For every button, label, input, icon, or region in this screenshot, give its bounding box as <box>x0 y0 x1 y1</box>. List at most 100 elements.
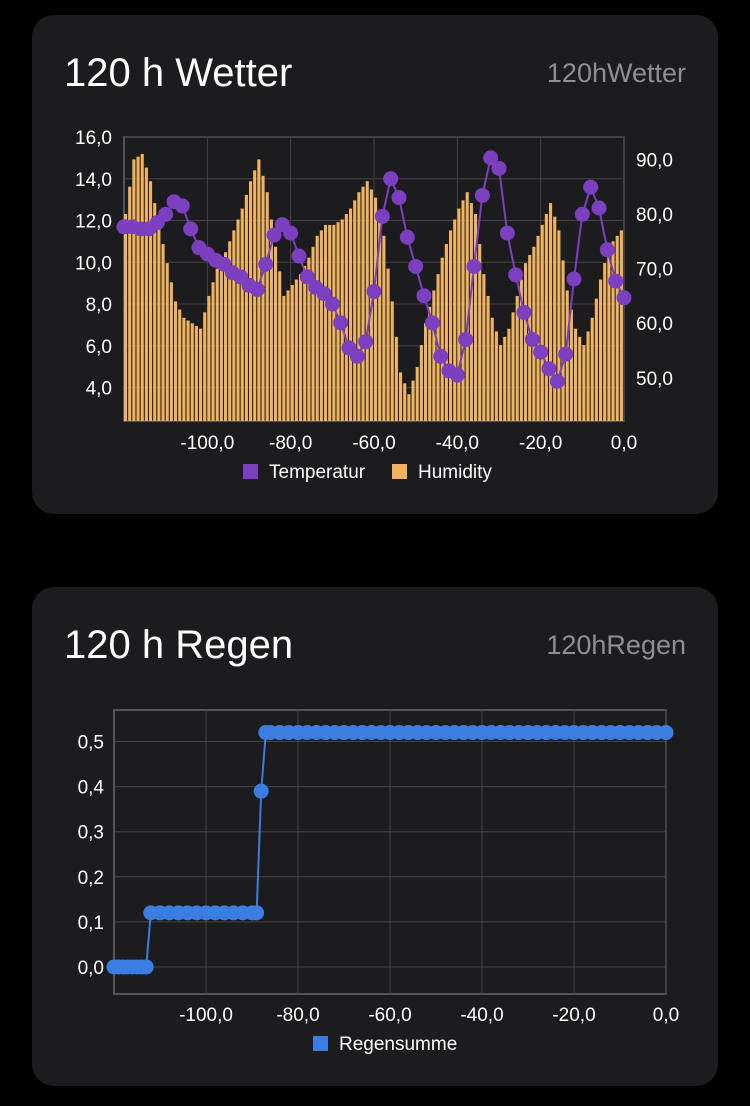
y-left-tick-label: 16,0 <box>75 128 112 149</box>
y-tick-label: 0,1 <box>78 913 104 934</box>
humidity-bar <box>419 345 423 421</box>
humidity-bar <box>490 317 494 421</box>
y-tick-label: 0,4 <box>78 778 105 799</box>
humidity-bar <box>553 216 557 421</box>
y-right-tick-label: 60,0 <box>636 314 673 335</box>
humidity-bar <box>182 317 186 421</box>
humidity-bar <box>474 214 478 421</box>
temperatur-point <box>524 332 540 348</box>
humidity-bar <box>315 235 319 421</box>
humidity-bar <box>378 216 382 421</box>
humidity-bar <box>511 312 515 421</box>
humidity-bar <box>228 241 232 421</box>
temperatur-point <box>408 258 424 274</box>
humidity-bar <box>453 219 457 421</box>
temperatur-point <box>183 221 199 237</box>
humidity-bar <box>540 224 544 421</box>
temperatur-point <box>491 160 507 176</box>
humidity-bar <box>219 260 223 421</box>
humidity-bar <box>349 208 353 421</box>
y-left-tick-label: 10,0 <box>75 253 112 274</box>
humidity-bar <box>619 230 623 421</box>
y-tick-label: 0,2 <box>78 868 104 889</box>
humidity-bar <box>232 230 236 421</box>
humidity-bar <box>499 345 503 421</box>
x-tick-label: -100,0 <box>180 433 234 454</box>
regensumme-point <box>249 905 265 921</box>
temperatur-point <box>383 171 399 187</box>
y-tick-label: 0,3 <box>78 823 104 844</box>
card-subtitle: 120hWetter <box>546 58 686 88</box>
humidity-bar <box>149 181 153 421</box>
y-left-tick-label: 6,0 <box>86 337 112 358</box>
legend-label-humidity: Humidity <box>418 462 492 483</box>
humidity-bar <box>574 328 578 421</box>
y-right-tick-label: 50,0 <box>636 369 673 390</box>
x-tick-label: -40,0 <box>436 433 479 454</box>
temperatur-point <box>391 190 407 206</box>
humidity-bar <box>590 317 594 421</box>
x-tick-label: -60,0 <box>352 433 395 454</box>
humidity-bar <box>486 295 490 421</box>
y-right-tick-label: 70,0 <box>636 260 673 281</box>
card-subtitle: 120hRegen <box>546 630 686 660</box>
y-right-tick-label: 80,0 <box>636 205 673 226</box>
humidity-bar <box>599 279 603 421</box>
temperatur-point <box>366 284 382 300</box>
humidity-bar <box>611 241 615 421</box>
temperatur-point <box>541 361 557 377</box>
humidity-bar <box>503 336 507 421</box>
humidity-bar <box>478 244 482 421</box>
humidity-bar <box>440 257 444 421</box>
legend-label-regensumme: Regensumme <box>339 1034 457 1055</box>
temperatur-point <box>158 206 174 222</box>
temperatur-point <box>283 225 299 241</box>
humidity-bar <box>557 230 561 421</box>
humidity-bar <box>328 224 332 421</box>
temperatur-point <box>474 187 490 203</box>
temperatur-point <box>599 242 615 258</box>
weather-card: 120 h Wetter 120hWetter -100,0 -80,0 -60,0… <box>32 15 718 514</box>
humidity-bar <box>194 325 198 421</box>
humidity-bar <box>561 260 565 421</box>
temperatur-point <box>433 348 449 364</box>
humidity-bar <box>132 159 136 421</box>
weather-chart: -100,0 -80,0 -60,0 -40,0 -20,0 0,0 16,0 14,0 12,… <box>75 128 673 483</box>
temperatur-point <box>549 373 565 389</box>
humidity-bar <box>536 235 540 421</box>
humidity-bar <box>278 271 282 421</box>
humidity-bar <box>482 274 486 421</box>
humidity-bar <box>157 224 161 421</box>
humidity-bar <box>199 328 203 421</box>
temperatur-point <box>249 281 265 297</box>
humidity-bar <box>215 268 219 421</box>
temperatur-point <box>291 248 307 264</box>
x-tick-label: -20,0 <box>519 433 562 454</box>
humidity-bar <box>136 156 140 421</box>
y-tick-label: 0,0 <box>78 958 104 979</box>
y-right-tick-label: 90,0 <box>636 150 673 171</box>
legend-label-temperatur: Temperatur <box>269 462 366 483</box>
humidity-bar <box>265 192 269 421</box>
humidity-bar <box>207 295 211 421</box>
humidity-bar <box>424 323 428 421</box>
humidity-bar <box>124 214 128 421</box>
humidity-bar <box>615 235 619 421</box>
humidity-bar <box>607 246 611 421</box>
humidity-bar <box>357 192 361 421</box>
x-tick-label: -20,0 <box>552 1005 595 1026</box>
humidity-bar <box>186 320 190 421</box>
humidity-bar <box>224 252 228 421</box>
humidity-bar <box>165 263 169 421</box>
rain-chart: -100,0 -80,0 -60,0 -40,0 -20,0 0,0 0,5 0,4 0,3 0,… <box>78 709 679 1055</box>
temperatur-point <box>558 346 574 362</box>
humidity-bar <box>140 153 144 421</box>
humidity-bar <box>444 244 448 421</box>
humidity-bar <box>261 175 265 421</box>
temperatur-point <box>399 229 415 245</box>
temperatur-point <box>466 258 482 274</box>
x-tick-label: 0,0 <box>653 1005 679 1026</box>
humidity-bar <box>274 246 278 421</box>
temperatur-point <box>416 288 432 304</box>
y-left-tick-label: 12,0 <box>75 212 112 233</box>
